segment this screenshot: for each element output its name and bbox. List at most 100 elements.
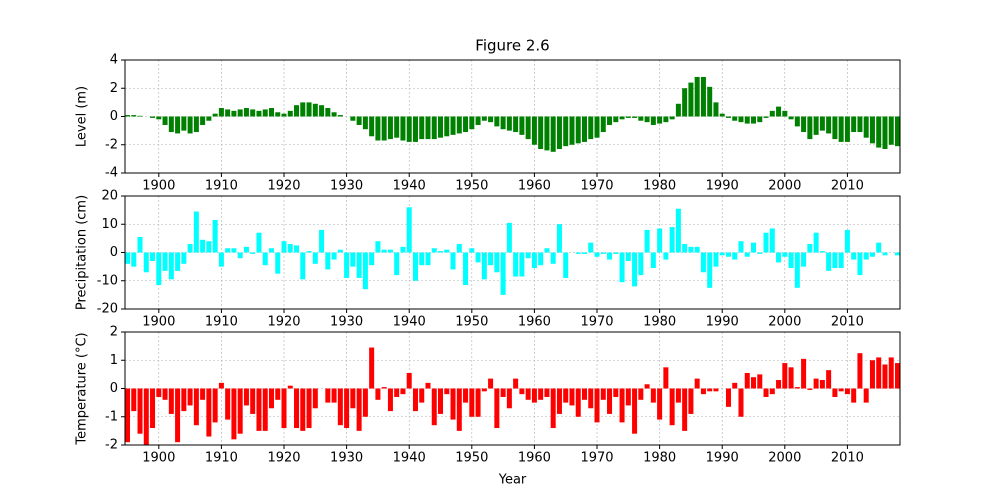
bar	[776, 380, 782, 389]
bar	[763, 388, 769, 397]
bar	[813, 232, 819, 253]
bar	[876, 242, 882, 253]
bar	[607, 388, 613, 414]
bar	[275, 388, 281, 400]
bar	[876, 357, 882, 389]
bar	[619, 116, 625, 120]
bar	[832, 252, 838, 269]
bar	[488, 378, 494, 389]
bar	[600, 116, 606, 133]
bar	[550, 388, 556, 429]
bar	[431, 388, 437, 426]
bar	[688, 82, 694, 117]
bar	[337, 388, 343, 426]
bar	[156, 388, 162, 397]
bar	[500, 388, 506, 397]
bar	[137, 115, 143, 117]
y-tick-label: -2	[105, 137, 118, 152]
bar	[563, 252, 569, 278]
x-tick-label: 2010	[831, 179, 864, 194]
bar	[494, 388, 500, 429]
bar	[613, 116, 619, 123]
bar	[500, 116, 506, 130]
bar	[888, 357, 894, 389]
plot-area	[125, 196, 900, 309]
x-tick-label: 1960	[518, 315, 551, 330]
bar	[400, 388, 406, 395]
bar	[851, 388, 857, 403]
bar	[713, 388, 719, 392]
bar	[243, 388, 249, 406]
x-tick-label: 1990	[706, 315, 739, 330]
bar	[663, 116, 669, 123]
bar	[569, 116, 575, 145]
bar	[869, 252, 875, 257]
bar	[544, 248, 550, 253]
bar	[707, 388, 713, 392]
bar	[513, 378, 519, 389]
bar	[732, 252, 738, 260]
axes-frame	[124, 195, 901, 310]
bar	[250, 109, 256, 117]
bar	[738, 388, 744, 417]
bar	[650, 116, 656, 125]
bar	[807, 116, 813, 140]
bar	[331, 388, 337, 403]
plot-area	[125, 332, 900, 445]
bar	[287, 110, 293, 117]
bar	[725, 388, 731, 407]
bar	[769, 110, 775, 117]
bar	[162, 388, 168, 400]
bar	[237, 109, 243, 117]
bar	[757, 252, 763, 254]
bar	[181, 116, 187, 131]
bar	[857, 252, 863, 276]
y-tick-label: -1	[105, 409, 118, 424]
bar	[594, 116, 600, 138]
bar	[469, 248, 475, 253]
y-tick-label: 2	[110, 325, 118, 340]
bar	[738, 116, 744, 123]
bar	[669, 116, 675, 120]
bar	[863, 252, 869, 260]
bar	[751, 116, 757, 124]
y-tick-label: -10	[97, 273, 118, 288]
x-tick-label: 1950	[455, 315, 488, 330]
bar	[256, 232, 262, 253]
bar	[513, 252, 519, 277]
bar	[882, 116, 888, 149]
bar	[400, 116, 406, 141]
bar	[556, 388, 562, 414]
bar	[882, 364, 888, 389]
bar	[419, 388, 425, 403]
bar	[387, 249, 393, 253]
bar	[857, 353, 863, 389]
x-tick-label: 1900	[142, 315, 175, 330]
x-tick-label: 2010	[831, 451, 864, 466]
x-tick-label: 1990	[706, 179, 739, 194]
bar	[556, 224, 562, 253]
bar	[387, 116, 393, 140]
x-tick-label: 1940	[393, 315, 426, 330]
y-tick-label: -2	[105, 438, 118, 453]
bar	[863, 388, 869, 403]
bar	[788, 116, 794, 120]
bar	[450, 388, 456, 420]
bar	[769, 228, 775, 253]
bar	[519, 388, 525, 395]
bar	[150, 388, 156, 429]
axes-frame	[124, 59, 901, 174]
bar	[225, 248, 231, 253]
bar	[819, 380, 825, 389]
bar	[819, 251, 825, 253]
bar	[331, 112, 337, 117]
bar	[137, 388, 143, 434]
bar	[613, 388, 619, 397]
bar	[663, 367, 669, 389]
bar	[419, 252, 425, 266]
bar	[506, 388, 512, 409]
bar	[894, 252, 900, 256]
bar	[857, 116, 863, 133]
bar	[801, 116, 807, 133]
x-tick-label: 2000	[768, 315, 801, 330]
